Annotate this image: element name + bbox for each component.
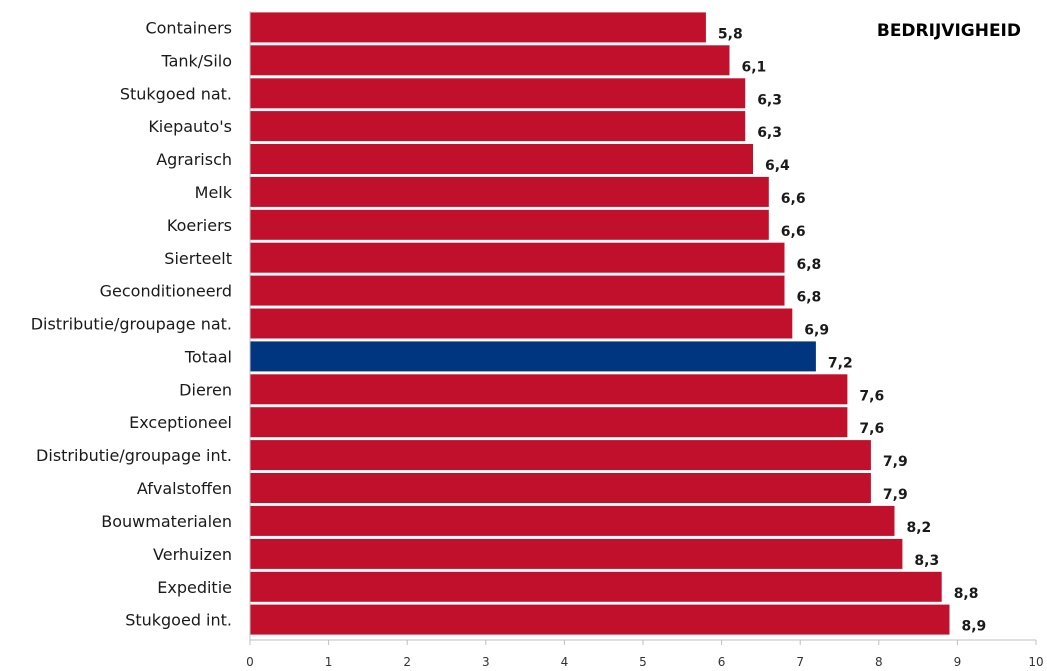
category-label-exceptioneel: Exceptioneel bbox=[129, 413, 232, 432]
bar-kiepauto-s bbox=[250, 111, 746, 142]
value-label-geconditioneerd: 6,8 bbox=[797, 290, 822, 306]
value-label-melk: 6,6 bbox=[781, 191, 806, 207]
x-tick-label: 8 bbox=[875, 655, 883, 669]
bar-sierteelt bbox=[250, 242, 785, 273]
x-tick-label: 7 bbox=[796, 655, 804, 669]
bar-expeditie bbox=[250, 571, 942, 602]
x-tick-label: 5 bbox=[639, 655, 647, 669]
category-labels-group: Containers Tank/Silo Stukgoed nat. Kiepauto… bbox=[31, 19, 233, 630]
value-label-verhuizen: 8,3 bbox=[914, 553, 939, 569]
category-label-agrarisch: Agrarisch bbox=[156, 150, 232, 169]
value-label-distributie-groupage-int: 7,9 bbox=[883, 454, 908, 470]
x-tick-label: 6 bbox=[718, 655, 726, 669]
bar-bouwmaterialen bbox=[250, 505, 895, 536]
bar-koeriers bbox=[250, 209, 769, 240]
bar-tank-silo bbox=[250, 45, 730, 76]
bar-melk bbox=[250, 176, 769, 207]
bar-distributie-groupage-int bbox=[250, 440, 871, 471]
category-label-stukgoed-int: Stukgoed int. bbox=[125, 611, 232, 630]
category-label-containers: Containers bbox=[145, 19, 232, 38]
value-label-stukgoed-nat: 6,3 bbox=[757, 92, 782, 108]
value-label-expeditie: 8,8 bbox=[954, 586, 979, 602]
category-label-expeditie: Expeditie bbox=[157, 578, 232, 597]
x-tick-label: 9 bbox=[954, 655, 962, 669]
x-tick-label: 2 bbox=[403, 655, 411, 669]
category-label-koeriers: Koeriers bbox=[167, 216, 232, 235]
category-label-distributie-groupage-nat: Distributie/groupage nat. bbox=[31, 315, 232, 334]
category-label-totaal: Totaal bbox=[184, 347, 232, 366]
category-label-bouwmaterialen: Bouwmaterialen bbox=[101, 512, 232, 531]
category-label-sierteelt: Sierteelt bbox=[164, 249, 232, 268]
x-tick-label: 4 bbox=[561, 655, 569, 669]
value-label-distributie-groupage-nat: 6,9 bbox=[804, 323, 829, 339]
x-tick-label: 10 bbox=[1028, 655, 1043, 669]
value-label-agrarisch: 6,4 bbox=[765, 158, 790, 174]
value-label-koeriers: 6,6 bbox=[781, 224, 806, 240]
x-tick-label: 0 bbox=[246, 655, 254, 669]
value-label-totaal: 7,2 bbox=[828, 355, 853, 371]
value-label-containers: 5,8 bbox=[718, 27, 743, 43]
value-label-tank-silo: 6,1 bbox=[742, 59, 767, 75]
bar-totaal bbox=[250, 341, 816, 372]
category-label-tank-silo: Tank/Silo bbox=[160, 51, 232, 70]
bar-stukgoed-nat bbox=[250, 78, 746, 109]
value-labels-group: 5,8 6,1 6,3 6,3 6,4 6,6 6,6 6,8 6,8 6,9 7,2 7,6 7,6 7… bbox=[718, 27, 986, 635]
bar-dieren bbox=[250, 374, 848, 405]
category-label-verhuizen: Verhuizen bbox=[153, 545, 232, 564]
category-label-dieren: Dieren bbox=[179, 380, 232, 399]
value-label-afvalstoffen: 7,9 bbox=[883, 487, 908, 503]
category-label-distributie-groupage-int: Distributie/groupage int. bbox=[36, 446, 232, 465]
category-label-stukgoed-nat: Stukgoed nat. bbox=[120, 84, 232, 103]
bar-containers bbox=[250, 12, 706, 43]
value-label-stukgoed-int: 8,9 bbox=[962, 619, 987, 635]
bar-verhuizen bbox=[250, 538, 903, 569]
bar-distributie-groupage-nat bbox=[250, 308, 793, 339]
bar-agrarisch bbox=[250, 144, 753, 174]
value-label-sierteelt: 6,8 bbox=[797, 257, 822, 273]
bar-afvalstoffen bbox=[250, 473, 871, 503]
x-tick-label: 1 bbox=[325, 655, 333, 669]
value-label-bouwmaterialen: 8,2 bbox=[907, 520, 932, 536]
category-label-melk: Melk bbox=[195, 183, 233, 202]
bars-group bbox=[250, 12, 950, 635]
chart-title: BEDRIJVIGHEID bbox=[877, 21, 1021, 41]
value-label-dieren: 7,6 bbox=[859, 388, 884, 404]
category-label-afvalstoffen: Afvalstoffen bbox=[137, 479, 232, 498]
bar-geconditioneerd bbox=[250, 275, 785, 306]
bar-stukgoed-int bbox=[250, 604, 950, 635]
value-label-exceptioneel: 7,6 bbox=[859, 421, 884, 437]
value-label-kiepauto-s: 6,3 bbox=[757, 125, 782, 141]
category-label-kiepauto-s: Kiepauto's bbox=[148, 117, 232, 136]
category-label-geconditioneerd: Geconditioneerd bbox=[100, 282, 232, 301]
x-axis: 0 1 2 3 4 5 6 7 8 9 10 bbox=[246, 11, 1044, 669]
bar-exceptioneel bbox=[250, 407, 848, 438]
x-tick-label: 3 bbox=[482, 655, 490, 669]
